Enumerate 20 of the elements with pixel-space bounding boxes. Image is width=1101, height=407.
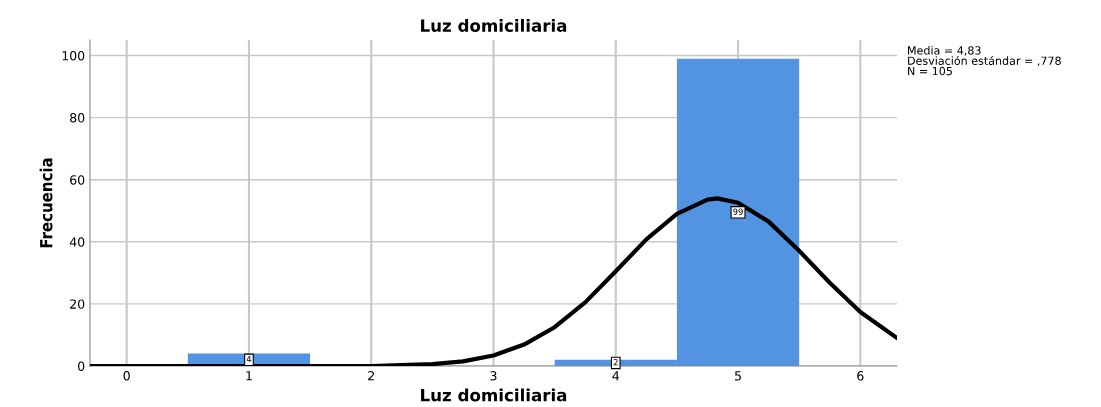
x-axis-title: Luz domiciliaria (421, 388, 567, 402)
x-tick-label: 3 (490, 371, 497, 381)
data-label: 2 (613, 359, 618, 366)
y-tick-label: 40 (69, 237, 85, 247)
y-tick-label: 60 (70, 175, 85, 185)
y-tick-label: 20 (70, 299, 85, 309)
x-tick-label: 2 (368, 371, 374, 381)
data-label: 99 (733, 208, 743, 215)
x-tick-label: 0 (123, 371, 130, 381)
y-tick-label: 80 (70, 113, 85, 123)
x-tick-label: 5 (735, 371, 741, 381)
y-tick-label: 0 (78, 361, 85, 371)
text: Media = 4,83 Desviación estándar = ,778 N = 105 (908, 46, 1061, 76)
x-tick-label: 1 (246, 371, 252, 381)
x-tick-label: 6 (857, 371, 864, 381)
data-label: 4 (246, 356, 252, 363)
x-tick-label: 4 (612, 371, 620, 381)
y-axis-title: Frecuencia (39, 158, 53, 248)
y-tick-label: 100 (62, 51, 85, 61)
chart-title: Luz domiciliaria (421, 19, 567, 32)
